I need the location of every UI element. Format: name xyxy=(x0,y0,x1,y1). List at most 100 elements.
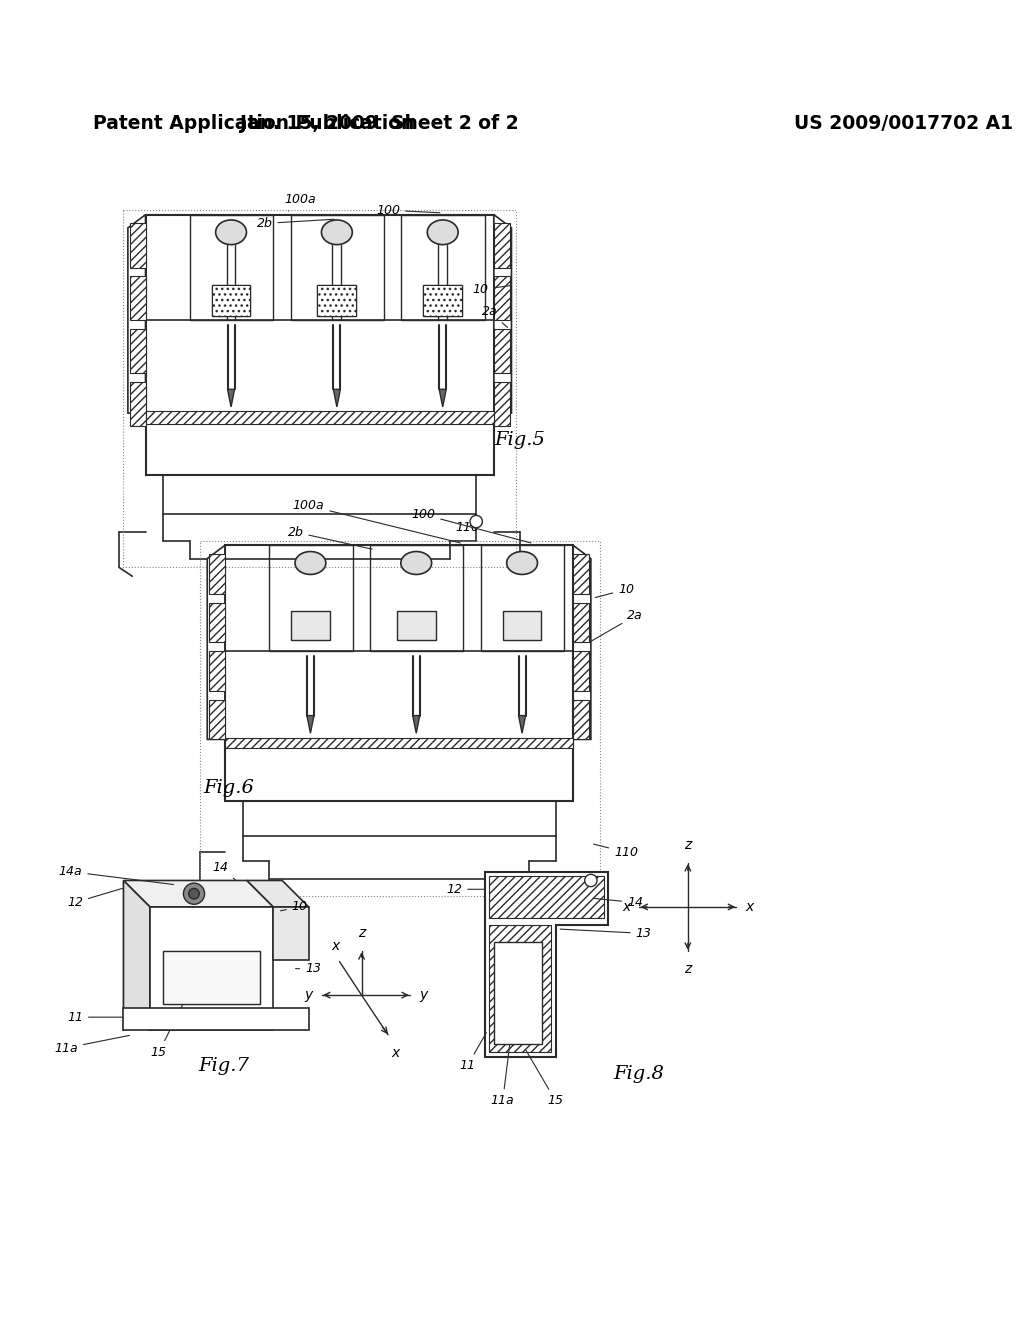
Bar xyxy=(291,215,384,321)
Bar xyxy=(130,223,145,268)
Text: x: x xyxy=(331,939,339,953)
Bar xyxy=(145,215,494,475)
Bar xyxy=(209,651,225,690)
Bar xyxy=(494,276,510,321)
Bar xyxy=(573,700,589,739)
Text: Patent Application Publication: Patent Application Publication xyxy=(92,115,414,133)
Text: 10: 10 xyxy=(281,900,308,913)
Bar xyxy=(480,545,564,651)
Text: x: x xyxy=(623,900,631,913)
Text: 14a: 14a xyxy=(58,865,174,884)
Text: 2b: 2b xyxy=(257,216,334,230)
Text: 15: 15 xyxy=(151,1002,184,1059)
Bar xyxy=(401,215,485,321)
Text: 11a: 11a xyxy=(490,1034,514,1107)
Text: 15: 15 xyxy=(526,1051,563,1107)
Circle shape xyxy=(188,888,200,899)
Bar xyxy=(573,554,589,594)
Text: 110: 110 xyxy=(594,843,638,859)
Bar xyxy=(225,545,573,801)
Bar xyxy=(130,276,145,321)
Text: 11: 11 xyxy=(67,1011,123,1023)
Bar xyxy=(209,554,225,594)
Text: y: y xyxy=(419,989,427,1002)
Bar xyxy=(371,545,463,651)
Bar xyxy=(212,285,251,315)
Text: z: z xyxy=(684,961,691,975)
Bar xyxy=(209,700,225,739)
Bar xyxy=(200,541,600,896)
Bar xyxy=(124,210,516,568)
Polygon shape xyxy=(150,907,273,1031)
Bar xyxy=(423,285,462,315)
Text: Fig.5: Fig.5 xyxy=(494,430,545,449)
Bar xyxy=(189,215,273,321)
Text: Jan. 15, 2009  Sheet 2 of 2: Jan. 15, 2009 Sheet 2 of 2 xyxy=(240,115,518,133)
Circle shape xyxy=(183,883,205,904)
Polygon shape xyxy=(439,389,446,407)
Polygon shape xyxy=(124,1008,308,1031)
Bar xyxy=(423,285,462,315)
Ellipse shape xyxy=(322,220,352,244)
Text: x: x xyxy=(745,900,754,913)
Polygon shape xyxy=(307,715,314,733)
Ellipse shape xyxy=(400,552,432,574)
Text: 12: 12 xyxy=(67,888,123,909)
Ellipse shape xyxy=(295,552,326,574)
Bar xyxy=(397,611,435,640)
Text: Fig.7: Fig.7 xyxy=(199,1057,249,1074)
Bar xyxy=(163,475,476,515)
Text: x: x xyxy=(391,1047,399,1060)
Text: 100a: 100a xyxy=(293,499,460,543)
Text: z: z xyxy=(684,838,691,853)
Text: z: z xyxy=(358,927,366,940)
Text: 11a: 11a xyxy=(54,1035,130,1055)
Ellipse shape xyxy=(507,552,538,574)
Bar xyxy=(494,942,543,1044)
Bar xyxy=(489,876,604,919)
Text: 2a: 2a xyxy=(592,610,643,642)
Text: 2a: 2a xyxy=(481,305,508,327)
Circle shape xyxy=(470,515,482,528)
Text: 100: 100 xyxy=(376,203,440,216)
Text: Fig.6: Fig.6 xyxy=(203,779,254,797)
Polygon shape xyxy=(334,389,340,407)
Bar xyxy=(130,383,145,426)
Bar xyxy=(291,611,330,640)
Text: 12: 12 xyxy=(446,883,485,896)
Polygon shape xyxy=(518,715,525,733)
Circle shape xyxy=(511,556,521,566)
Text: 100a: 100a xyxy=(284,193,315,211)
Text: 13: 13 xyxy=(296,962,322,975)
Bar xyxy=(212,285,251,315)
Polygon shape xyxy=(124,880,150,1031)
Circle shape xyxy=(585,874,597,887)
Polygon shape xyxy=(273,907,308,960)
Bar xyxy=(503,611,542,640)
Ellipse shape xyxy=(216,220,247,244)
Polygon shape xyxy=(413,715,420,733)
Text: 14: 14 xyxy=(212,861,236,880)
Text: 110: 110 xyxy=(456,521,479,535)
Bar xyxy=(209,603,225,643)
Bar xyxy=(163,950,260,1005)
Polygon shape xyxy=(128,215,145,413)
Text: 10: 10 xyxy=(473,282,511,296)
Bar xyxy=(494,223,510,268)
Text: 11: 11 xyxy=(460,1032,486,1072)
Text: Fig.8: Fig.8 xyxy=(613,1065,664,1084)
Polygon shape xyxy=(485,871,608,1057)
Bar xyxy=(243,801,556,837)
Bar xyxy=(317,285,356,315)
Bar xyxy=(130,329,145,374)
Bar xyxy=(494,329,510,374)
Bar xyxy=(317,285,356,315)
Bar xyxy=(573,603,589,643)
Text: 14: 14 xyxy=(594,896,643,909)
Polygon shape xyxy=(494,215,511,413)
Text: 100: 100 xyxy=(412,508,530,543)
Bar xyxy=(225,738,573,748)
Polygon shape xyxy=(124,880,273,907)
Polygon shape xyxy=(207,545,225,739)
Text: 2b: 2b xyxy=(288,525,372,549)
